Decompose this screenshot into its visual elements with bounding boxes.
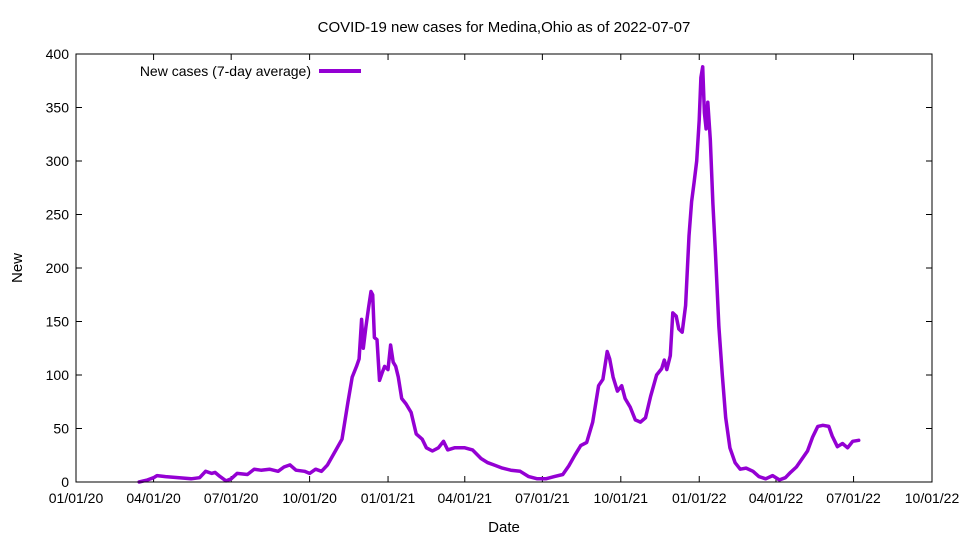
x-axis-label: Date — [488, 519, 520, 536]
y-axis-label: New — [9, 253, 26, 283]
x-tick-label: 01/01/20 — [49, 490, 104, 506]
chart-title: COVID-19 new cases for Medina,Ohio as of… — [318, 19, 691, 36]
x-tick-label: 10/01/20 — [282, 490, 337, 506]
y-tick-label: 250 — [46, 207, 70, 223]
x-tick-label: 10/01/21 — [594, 490, 649, 506]
x-axis: 01/01/20 04/01/20 07/01/20 10/01/20 01/01/21… — [49, 54, 960, 506]
x-tick-label: 07/01/20 — [204, 490, 259, 506]
y-axis: 0 50 100 150 200 250 300 350 400 — [46, 46, 932, 490]
legend-label: New cases (7-day average) — [140, 63, 311, 79]
x-tick-label: 01/01/22 — [672, 490, 727, 506]
legend: New cases (7-day average) — [140, 63, 361, 79]
x-tick-label: 07/01/22 — [826, 490, 881, 506]
y-tick-label: 200 — [46, 260, 70, 276]
y-tick-label: 300 — [46, 153, 70, 169]
x-tick-label: 10/01/22 — [905, 490, 960, 506]
y-tick-label: 0 — [61, 474, 69, 490]
x-tick-label: 04/01/22 — [749, 490, 804, 506]
y-tick-label: 350 — [46, 100, 70, 116]
series-line-new-cases — [137, 65, 861, 484]
series-layer — [137, 65, 861, 484]
plot-frame — [75, 53, 933, 483]
x-tick-label: 04/01/21 — [438, 490, 493, 506]
y-tick-label: 400 — [46, 46, 70, 62]
y-tick-label: 50 — [53, 421, 69, 437]
y-tick-label: 150 — [46, 314, 70, 330]
x-tick-label: 07/01/21 — [515, 490, 570, 506]
x-tick-label: 04/01/20 — [126, 490, 181, 506]
y-tick-label: 100 — [46, 367, 70, 383]
x-tick-label: 01/01/21 — [361, 490, 416, 506]
